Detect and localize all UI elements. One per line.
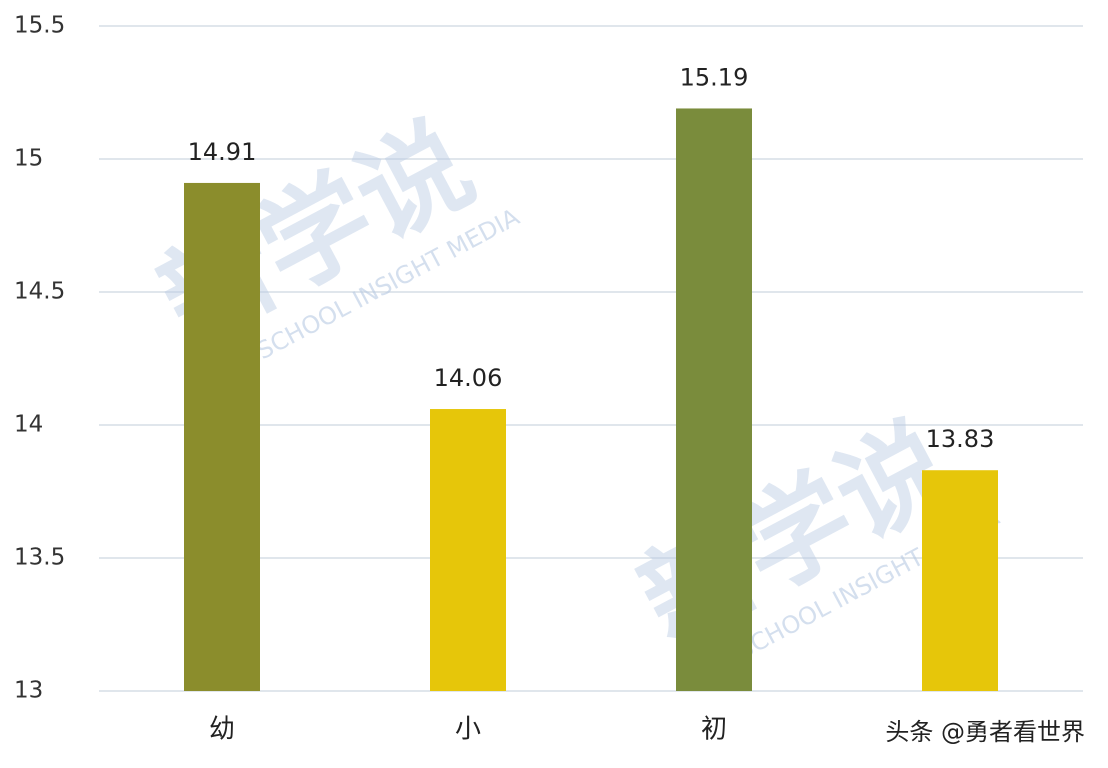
credit: 头条 @勇者看世界: [885, 718, 1085, 746]
value-label: 14.06: [434, 364, 503, 392]
value-label: 13.83: [926, 425, 995, 453]
y-tick-label: 14.5: [14, 279, 65, 305]
x-tick-label: 幼: [209, 715, 235, 745]
bar: [430, 409, 506, 691]
value-label: 15.19: [680, 63, 749, 91]
y-tick-label: 13: [14, 678, 43, 704]
y-tick-label: 14: [14, 412, 43, 438]
y-tick-label: 15.5: [14, 13, 65, 39]
x-tick-label: 初: [701, 715, 727, 745]
value-label: 14.91: [188, 138, 257, 166]
y-tick-label: 15: [14, 146, 43, 172]
y-tick-label: 13.5: [14, 545, 65, 571]
bar: [922, 470, 998, 691]
bar: [184, 182, 260, 691]
x-tick-label: 小: [455, 715, 481, 745]
bar: [676, 108, 752, 691]
